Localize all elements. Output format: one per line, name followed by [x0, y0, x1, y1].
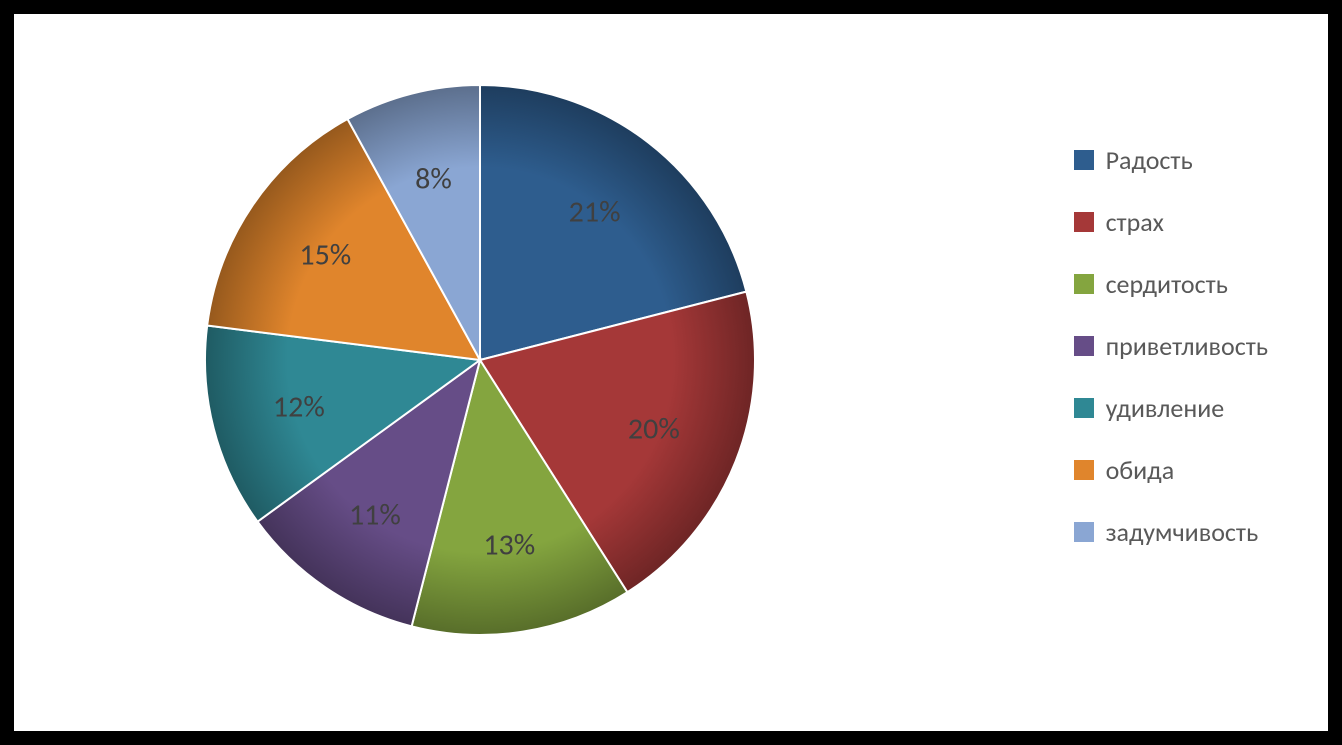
- slice-percent-label: 15%: [299, 236, 351, 273]
- legend-item: страх: [1074, 206, 1268, 238]
- legend-label: сердитость: [1106, 268, 1228, 300]
- legend-label: приветливость: [1106, 330, 1268, 362]
- chart-frame: 21% 20% 13% 11% 12% 15% 8% Радость страх сердито…: [0, 0, 1342, 745]
- slice-percent-label: 20%: [628, 410, 680, 447]
- legend-swatch: [1074, 522, 1094, 542]
- legend-item: задумчивость: [1074, 516, 1268, 548]
- legend-swatch: [1074, 336, 1094, 356]
- slice-percent-label: 21%: [569, 194, 621, 231]
- slice-percent-label: 13%: [483, 526, 535, 563]
- slice-percent-label: 11%: [349, 496, 401, 533]
- legend-swatch: [1074, 398, 1094, 418]
- chart-legend: Радость страх сердитость приветливость удивл…: [1074, 144, 1268, 548]
- legend-item: сердитость: [1074, 268, 1268, 300]
- legend-label: страх: [1106, 206, 1164, 238]
- legend-swatch: [1074, 274, 1094, 294]
- legend-item: Радость: [1074, 144, 1268, 176]
- legend-item: удивление: [1074, 392, 1268, 424]
- legend-swatch: [1074, 460, 1094, 480]
- legend-swatch: [1074, 212, 1094, 232]
- legend-label: обида: [1106, 454, 1175, 486]
- legend-item: приветливость: [1074, 330, 1268, 362]
- slice-percent-label: 12%: [273, 388, 325, 425]
- slice-percent-label: 8%: [415, 160, 452, 197]
- legend-label: Радость: [1106, 144, 1193, 176]
- legend-label: задумчивость: [1106, 516, 1259, 548]
- legend-swatch: [1074, 150, 1094, 170]
- legend-label: удивление: [1106, 392, 1225, 424]
- legend-item: обида: [1074, 454, 1268, 486]
